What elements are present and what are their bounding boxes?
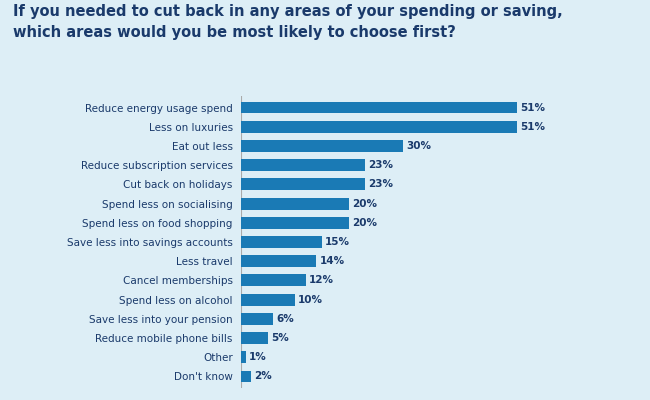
- Text: 5%: 5%: [271, 333, 289, 343]
- Text: 15%: 15%: [325, 237, 350, 247]
- Bar: [240, 159, 365, 171]
- Text: 23%: 23%: [369, 179, 393, 189]
- Text: 20%: 20%: [352, 218, 377, 228]
- Bar: [240, 255, 317, 267]
- Bar: [240, 313, 273, 325]
- Bar: [240, 102, 517, 114]
- Bar: [240, 236, 322, 248]
- Bar: [240, 140, 403, 152]
- Bar: [240, 217, 349, 229]
- Bar: [240, 370, 252, 382]
- Text: 1%: 1%: [249, 352, 267, 362]
- Text: If you needed to cut back in any areas of your spending or saving,
which areas w: If you needed to cut back in any areas o…: [13, 4, 563, 40]
- Text: 14%: 14%: [320, 256, 345, 266]
- Bar: [240, 332, 268, 344]
- Text: 6%: 6%: [276, 314, 294, 324]
- Text: 2%: 2%: [255, 372, 272, 382]
- Bar: [240, 294, 294, 306]
- Bar: [240, 351, 246, 363]
- Bar: [240, 178, 365, 190]
- Bar: [240, 198, 349, 210]
- Text: 51%: 51%: [520, 102, 545, 112]
- Text: 12%: 12%: [309, 276, 333, 286]
- Text: 23%: 23%: [369, 160, 393, 170]
- Text: 30%: 30%: [406, 141, 431, 151]
- Text: 10%: 10%: [298, 295, 323, 305]
- Text: 51%: 51%: [520, 122, 545, 132]
- Bar: [240, 274, 306, 286]
- Bar: [240, 121, 517, 133]
- Text: 20%: 20%: [352, 198, 377, 208]
